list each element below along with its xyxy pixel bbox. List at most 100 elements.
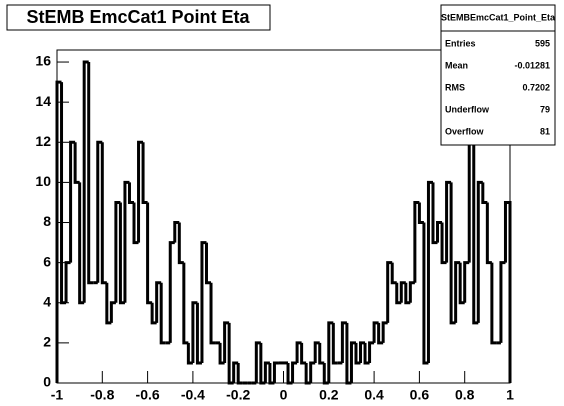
x-tick-label: -0.4 bbox=[181, 387, 205, 403]
histogram-bin bbox=[73, 142, 80, 184]
histogram-bin bbox=[499, 261, 506, 343]
histogram-bin bbox=[386, 261, 393, 323]
histogram-bin bbox=[309, 361, 316, 383]
histogram-bin bbox=[100, 142, 107, 285]
histogram-bin bbox=[263, 361, 270, 383]
histogram-bin bbox=[87, 62, 94, 285]
histogram-bin bbox=[186, 342, 193, 365]
histogram-bin bbox=[204, 242, 212, 285]
histogram-bin bbox=[363, 342, 370, 365]
histogram-bin bbox=[481, 182, 488, 204]
histogram-bin bbox=[349, 341, 356, 383]
histogram-bin bbox=[436, 221, 443, 243]
histogram-bin bbox=[254, 341, 261, 383]
histogram-bin bbox=[395, 282, 402, 305]
stats-value: 595 bbox=[535, 38, 550, 48]
histogram-bin bbox=[458, 262, 465, 305]
histogram-bin bbox=[159, 282, 166, 345]
stats-title: StEMBEmcCat1_Point_Eta bbox=[441, 12, 556, 22]
x-tick-label: 0.8 bbox=[455, 387, 475, 403]
histogram-bin bbox=[399, 281, 406, 303]
y-tick-label: 14 bbox=[35, 93, 51, 109]
histogram-bin bbox=[359, 341, 366, 363]
histogram-bin bbox=[313, 341, 320, 363]
y-tick-label: 10 bbox=[35, 173, 51, 189]
x-tick-label: -0.8 bbox=[90, 387, 114, 403]
x-tick-label: 0.4 bbox=[364, 387, 384, 403]
stats-label: Overflow bbox=[445, 126, 485, 136]
histogram-bin bbox=[218, 342, 225, 365]
histogram-bin bbox=[191, 301, 198, 363]
histogram-bin bbox=[109, 301, 116, 323]
histogram-bin bbox=[390, 262, 397, 285]
histogram-bin bbox=[200, 241, 207, 363]
histogram-bin bbox=[82, 60, 89, 303]
stats-label: Mean bbox=[445, 60, 468, 70]
x-tick-label: -0.6 bbox=[136, 387, 160, 403]
histogram-bin bbox=[232, 361, 239, 383]
histogram-bin bbox=[454, 261, 461, 323]
histogram-bin bbox=[223, 321, 230, 363]
histogram-bin bbox=[55, 80, 62, 383]
histogram-bin bbox=[182, 262, 189, 345]
histogram-bin bbox=[417, 202, 424, 225]
histogram-bin bbox=[381, 321, 388, 343]
histogram-bin bbox=[372, 321, 379, 343]
histogram-bin bbox=[146, 202, 153, 305]
x-tick-label: -1 bbox=[51, 387, 64, 403]
histogram-bin bbox=[377, 322, 384, 345]
histogram-bin bbox=[105, 282, 112, 325]
histogram-bin bbox=[118, 202, 125, 305]
histogram-bin bbox=[340, 321, 347, 363]
histogram-bin bbox=[331, 322, 338, 365]
histogram-bin bbox=[431, 182, 438, 245]
x-tick-label: 1 bbox=[506, 387, 514, 403]
title-box bbox=[6, 4, 271, 31]
histogram-bin bbox=[422, 222, 429, 365]
y-tick-label: 2 bbox=[43, 334, 51, 350]
histogram-bin bbox=[449, 182, 456, 325]
histogram-bin bbox=[168, 241, 175, 343]
histogram-bin bbox=[476, 180, 483, 323]
histogram-bin bbox=[322, 362, 329, 385]
x-tick-label: -0.2 bbox=[226, 387, 250, 403]
histogram-bin bbox=[345, 322, 352, 385]
histogram-bin bbox=[268, 362, 275, 385]
y-tick-label: 4 bbox=[43, 293, 51, 309]
y-tick-label: 0 bbox=[43, 374, 51, 390]
chart-title: StEMB EmcCat1 Point Eta bbox=[26, 7, 250, 27]
stats-box bbox=[440, 4, 556, 146]
histogram-bin bbox=[78, 182, 85, 305]
y-tick-label: 16 bbox=[35, 53, 51, 69]
histogram-bin bbox=[209, 282, 216, 345]
histogram-bin bbox=[137, 140, 144, 243]
histogram-bin bbox=[440, 222, 447, 265]
histogram-bin bbox=[318, 342, 325, 365]
histogram-bin bbox=[177, 222, 184, 265]
stats-value: 79 bbox=[540, 104, 550, 114]
histogram-bin bbox=[141, 142, 148, 204]
histogram-bin bbox=[123, 180, 130, 303]
stats-label: Entries bbox=[445, 38, 476, 48]
histogram-bin bbox=[368, 341, 375, 363]
stats-label: Underflow bbox=[445, 104, 490, 114]
stats-value: 81 bbox=[540, 126, 550, 136]
histogram-bin bbox=[286, 362, 293, 385]
histogram-bin bbox=[327, 321, 334, 383]
histogram-bin bbox=[236, 362, 243, 385]
histogram-bin bbox=[295, 341, 302, 363]
histogram-bin bbox=[173, 221, 180, 243]
histogram-bin bbox=[354, 342, 361, 365]
x-tick-label: 0.6 bbox=[410, 387, 430, 403]
y-tick-label: 8 bbox=[43, 213, 51, 229]
histogram-bin bbox=[445, 180, 452, 263]
histogram-bin bbox=[490, 262, 497, 345]
x-tick-label: 0.2 bbox=[319, 387, 339, 403]
histogram-bin bbox=[472, 102, 479, 325]
histogram-bin bbox=[132, 202, 139, 245]
stats-value: -0.01281 bbox=[514, 60, 550, 70]
histogram-bin bbox=[485, 202, 492, 265]
stats-label: RMS bbox=[445, 82, 465, 92]
